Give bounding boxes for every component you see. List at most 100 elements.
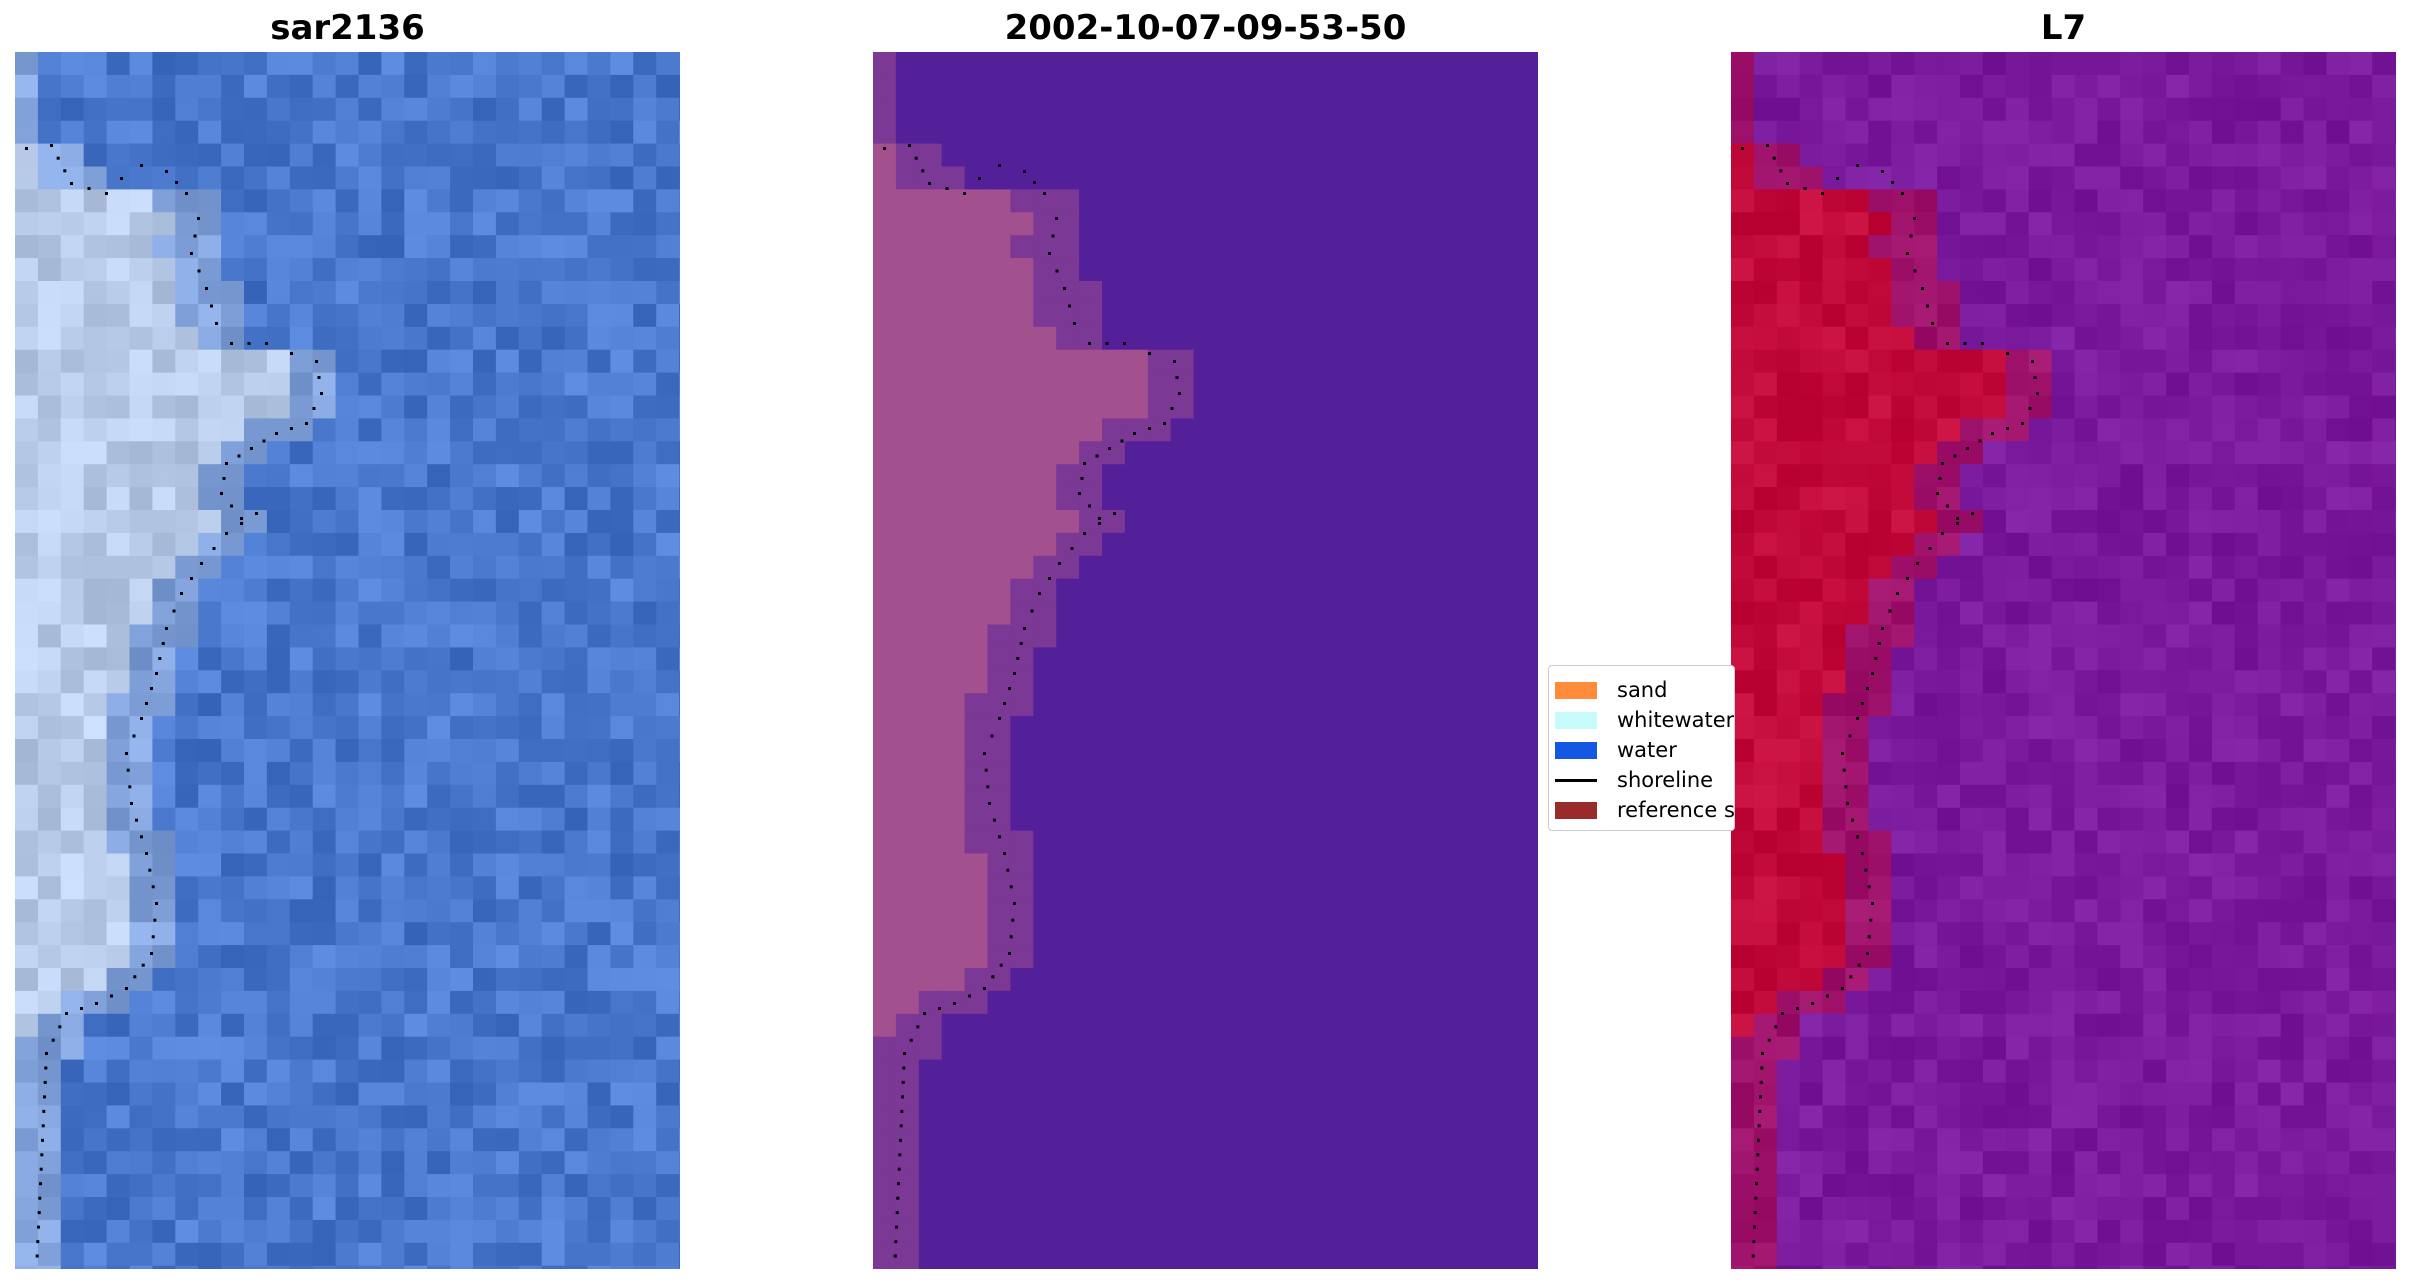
pixel-cell [2166,418,2190,442]
pixel-cell [2005,578,2030,603]
pixel-cell [1982,418,2007,442]
pixel-cell [1937,990,1961,1015]
pixel-cell [381,1174,405,1198]
pixel-cell [1399,601,1424,626]
pixel-cell [495,647,520,671]
pixel-cell [129,624,153,648]
pixel-cell [1331,510,1355,534]
pixel-cell [873,1013,897,1038]
pixel-cell [1285,441,1309,465]
pixel-cell [873,487,897,511]
pixel-cell [1491,74,1515,99]
pixel-cell [358,1059,382,1084]
pixel-cell [60,601,85,626]
pixel-cell [404,441,428,465]
pixel-cell [518,189,543,213]
pixel-cell [473,326,497,351]
pixel-cell [2395,1174,2396,1198]
pixel-cell [587,807,611,832]
pixel-cell [1262,1059,1286,1084]
shoreline-dot [220,492,223,495]
pixel-cell [1285,1219,1309,1244]
pixel-cell [1753,1105,1778,1129]
pixel-cell [1285,647,1309,671]
pixel-cell [289,1082,314,1106]
pixel-cell [106,693,131,717]
pixel-cell [2005,853,2030,877]
pixel-cell [518,441,543,465]
pixel-cell [2166,601,2190,626]
pixel-cell [1399,441,1424,465]
pixel-cell [175,1059,199,1084]
pixel-cell [2051,1174,2076,1198]
pixel-cell [2005,830,2030,855]
pixel-cell [964,922,989,946]
pixel-cell [198,1036,222,1061]
pixel-cell [518,143,543,168]
pixel-cell [1033,1013,1057,1038]
pixel-cell [1799,670,1824,694]
pixel-cell [1891,968,1915,992]
pixel-cell [2349,899,2373,923]
pixel-cell [1102,670,1126,694]
pixel-cell [1124,303,1149,328]
pixel-cell [1376,418,1401,442]
pixel-cell [1010,418,1034,442]
pixel-cell [541,1105,566,1129]
pixel-cell [2189,693,2213,717]
pixel-cell [1147,1013,1172,1038]
pixel-cell [1010,968,1034,992]
pixel-cell [266,693,291,717]
pixel-cell [964,235,989,259]
pixel-cell [152,532,176,557]
pixel-cell [2097,693,2121,717]
pixel-cell [564,258,589,282]
shoreline-dot [999,963,1003,967]
pixel-cell [2028,487,2053,511]
pixel-cell [941,853,966,877]
pixel-cell [312,853,337,877]
pixel-cell [1799,1059,1824,1084]
pixel-cell [679,395,680,419]
pixel-cell [1353,670,1378,694]
shoreline-dot [1033,181,1036,184]
pixel-cell [656,120,680,145]
pixel-cell [1010,1105,1034,1129]
pixel-cell [1468,807,1492,832]
pixel-cell [198,1013,222,1038]
pixel-cell [404,1036,428,1061]
pixel-cell [1376,945,1401,969]
shoreline-dot [155,902,158,905]
pixel-cell [1468,487,1492,511]
pixel-cell [129,555,153,580]
pixel-cell [1491,1151,1515,1175]
pixel-cell [1399,1105,1424,1129]
pixel-cell [2051,166,2076,190]
pixel-cell [518,876,543,900]
pixel-cell [1799,693,1824,717]
pixel-cell [129,510,153,534]
pixel-cell [1891,281,1915,305]
pixel-cell [312,761,337,786]
pixel-cell [1468,143,1492,168]
pixel-cell [358,1036,382,1061]
pixel-cell [2280,670,2305,694]
pixel-cell [1399,372,1424,397]
pixel-cell [266,876,291,900]
pixel-cell [895,418,920,442]
pixel-cell [450,189,474,213]
pixel-cell [1376,578,1401,603]
pixel-cell [1102,395,1126,419]
pixel-cell [1239,578,1263,603]
pixel-cell [106,441,131,465]
pixel-cell [2234,281,2259,305]
pixel-cell [37,349,62,374]
pixel-cell [1353,349,1378,374]
pixel-cell [83,830,108,855]
pixel-cell [1468,326,1492,351]
pixel-cell [1147,1036,1172,1061]
pixel-cell [1147,235,1172,259]
pixel-cell [2189,189,2213,213]
pixel-cell [1731,899,1755,923]
pixel-cell [2005,945,2030,969]
